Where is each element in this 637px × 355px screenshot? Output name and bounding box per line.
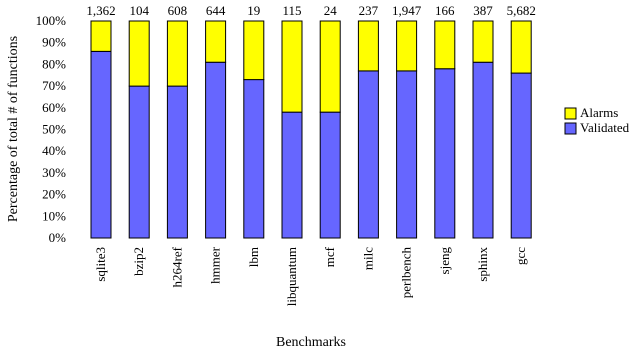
y-tick-label: 100% <box>36 13 67 28</box>
bar-segment-validated-bzip2 <box>128 85 150 239</box>
y-tick-label: 70% <box>42 78 66 93</box>
x-axis-label: Benchmarks <box>276 335 346 350</box>
x-tick-label-sjeng: sjeng <box>437 247 452 275</box>
total-label-sjeng: 166 <box>435 3 455 18</box>
x-tick-label-hmmer: hmmer <box>208 246 223 283</box>
bar-segment-alarms-hmmer <box>205 20 227 63</box>
total-label-mcf: 24 <box>324 3 338 18</box>
legend-swatch-alarms <box>564 107 577 120</box>
legend-swatch-validated <box>564 122 577 135</box>
y-tick-label: 20% <box>42 187 66 202</box>
bar-segment-validated-sjeng <box>434 68 456 239</box>
x-tick-label-perlbench: perlbench <box>399 247 414 299</box>
total-label-perlbench: 1,947 <box>392 3 422 18</box>
y-tick-label: 60% <box>42 100 66 115</box>
bar-segment-alarms-gcc <box>510 20 532 74</box>
bar-segment-validated-sqlite3 <box>90 50 112 239</box>
bar-segment-validated-gcc <box>510 72 532 239</box>
bar-segment-validated-h264ref <box>166 85 188 239</box>
total-label-sqlite3: 1,362 <box>86 3 115 18</box>
y-tick-label: 10% <box>42 208 66 223</box>
y-tick-label: 30% <box>42 165 66 180</box>
bar-segment-alarms-libquantum <box>281 20 303 113</box>
legend-label-alarms: Alarms <box>580 105 618 120</box>
bar-segment-validated-perlbench <box>396 70 418 239</box>
x-tick-label-mcf: mcf <box>322 246 337 267</box>
y-tick-label: 90% <box>42 35 66 50</box>
x-tick-label-milc: milc <box>360 247 375 270</box>
x-tick-label-bzip2: bzip2 <box>131 247 146 276</box>
y-tick-label: 80% <box>42 56 66 71</box>
total-label-libquantum: 115 <box>282 3 301 18</box>
x-tick-label-libquantum: libquantum <box>284 247 299 306</box>
y-axis-label: Percentage of total # of functions <box>6 36 21 222</box>
y-axis-ticks: 0% 10% 20% 30% 40% 50% 60% 70% 80% 90% 100% <box>36 13 67 245</box>
bar-segment-alarms-lbm <box>243 20 265 81</box>
bar-segment-alarms-perlbench <box>396 20 418 72</box>
total-label-sphinx: 387 <box>473 3 493 18</box>
x-tick-label-sphinx: sphinx <box>475 247 490 282</box>
bar-segment-validated-mcf <box>319 111 341 239</box>
total-label-bzip2: 104 <box>129 3 149 18</box>
bar-segment-validated-sphinx <box>472 61 494 239</box>
bar-segment-alarms-milc <box>357 20 379 72</box>
x-tick-label-sqlite3: sqlite3 <box>93 247 108 282</box>
x-tick-label-lbm: lbm <box>246 247 261 267</box>
total-labels: 1,362 104 608 644 19 115 24 237 1,947 166 387 5,682 <box>86 3 535 18</box>
y-tick-label: 50% <box>42 122 66 137</box>
y-tick-label: 40% <box>42 143 66 158</box>
bar-segment-validated-libquantum <box>281 111 303 239</box>
bar-segment-validated-milc <box>357 70 379 239</box>
bar-segment-alarms-sphinx <box>472 20 494 63</box>
total-label-hmmer: 644 <box>206 3 226 18</box>
total-label-milc: 237 <box>359 3 379 18</box>
x-tick-label-h264ref: h264ref <box>169 246 184 287</box>
y-tick-label: 0% <box>49 230 67 245</box>
bar-segment-alarms-h264ref <box>166 20 188 87</box>
bars <box>90 20 532 239</box>
legend-label-validated: Validated <box>580 120 630 135</box>
bar-segment-validated-lbm <box>243 79 265 239</box>
total-label-gcc: 5,682 <box>507 3 536 18</box>
bar-segment-alarms-sqlite3 <box>90 20 112 52</box>
bar-segment-validated-hmmer <box>205 61 227 239</box>
total-label-h264ref: 608 <box>168 3 188 18</box>
bar-segment-alarms-mcf <box>319 20 341 113</box>
total-label-lbm: 19 <box>247 3 260 18</box>
x-tick-label-gcc: gcc <box>513 247 528 265</box>
bar-segment-alarms-bzip2 <box>128 20 150 87</box>
x-axis-category-labels: sqlite3 bzip2 h264ref hmmer lbm libquantum mcf… <box>93 246 528 306</box>
bar-segment-alarms-sjeng <box>434 20 456 70</box>
